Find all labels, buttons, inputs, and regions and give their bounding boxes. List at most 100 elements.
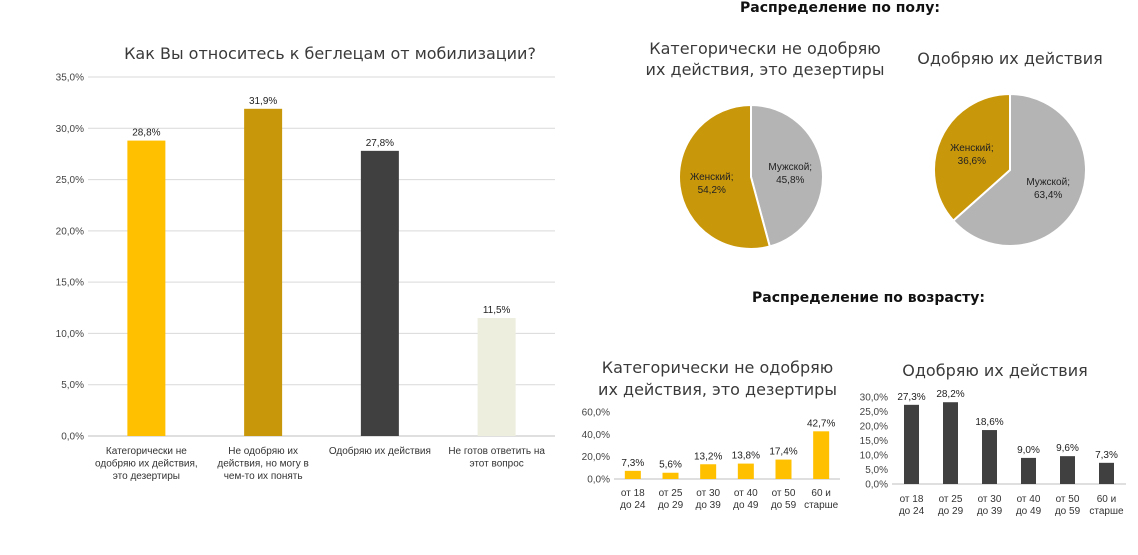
main-chart-category-label-1: одобряю их действия, — [95, 458, 198, 470]
pie1-slice-мужской — [750, 103, 824, 248]
age1-chart-bar-4 — [737, 463, 754, 479]
age2-chart-value-label-2: 28,2% — [936, 389, 964, 400]
main-chart-ytick-label: 20,0% — [56, 226, 84, 237]
age1-chart-bar-3 — [700, 464, 717, 479]
age2-chart-bar-5 — [1060, 456, 1075, 484]
main-chart-bar-3 — [360, 150, 399, 436]
main-chart-ytick-label: 15,0% — [56, 278, 84, 289]
main-chart-ytick-label: 25,0% — [56, 175, 84, 186]
age1-chart-value-label-4: 13,8% — [732, 451, 760, 462]
age2-chart-category-label-4: от 40 — [1017, 494, 1041, 505]
pie1-slice-женский — [678, 103, 772, 250]
age2-chart-category-label-6: старше — [1089, 506, 1124, 517]
pie2-slice-name-label: Женский; — [950, 143, 994, 154]
pie2-title: Одобряю их действия — [900, 49, 1120, 68]
pie1-title: Категорически не одобряю их действия, эт… — [615, 38, 915, 80]
age1-chart-value-label-3: 13,2% — [694, 451, 722, 462]
pie1-slice-value-label: 54,2% — [698, 185, 726, 196]
main-chart-value-label-2: 31,9% — [249, 96, 277, 107]
pie2-slice-value-label: 63,4% — [1034, 190, 1062, 201]
age2-chart-category-label-3: от 30 — [978, 494, 1002, 505]
age1-chart-bar-2 — [662, 472, 679, 479]
age2-chart-category-label-1: от 18 — [900, 494, 924, 505]
main-chart-bar-4 — [477, 318, 516, 436]
gender-section-title: Распределение по полу: — [740, 0, 941, 16]
main-chart-ytick-label: 0,0% — [61, 432, 84, 443]
age2-chart-ytick-label: 10,0% — [860, 451, 888, 462]
age1-chart-bar-5 — [775, 459, 792, 479]
age2-chart-value-label-6: 7,3% — [1095, 450, 1118, 461]
pie2-title-line1: Одобряю их действия — [917, 49, 1103, 68]
age2-chart-bar-2 — [943, 402, 958, 484]
age2-title-line1: Одобряю их действия — [902, 361, 1088, 380]
age1-chart-value-label-5: 17,4% — [769, 447, 797, 458]
age2-chart-category-label-4: до 49 — [1016, 506, 1042, 517]
age1-chart-category-label-2: до 29 — [658, 500, 684, 511]
age2-chart-category-label-1: до 24 — [899, 506, 925, 517]
age2-chart-category-label-6: 60 и — [1097, 494, 1117, 505]
pie1-slice-name-label: Мужской; — [768, 162, 812, 173]
pie1-slice-value-label: 45,8% — [776, 175, 804, 186]
age1-chart-category-label-3: до 39 — [696, 500, 722, 511]
main-chart-category-label-1: Категорически не — [106, 446, 187, 457]
age1-chart-category-label-5: от 50 — [772, 488, 796, 499]
age-section-title: Распределение по возрасту: — [752, 290, 985, 306]
age1-chart-ytick-label: 60,0% — [582, 408, 610, 419]
main-chart-value-label-4: 11,5% — [483, 305, 511, 316]
age1-chart-category-label-6: старше — [804, 500, 839, 511]
main-chart-ytick-label: 10,0% — [56, 329, 84, 340]
age1-chart-category-label-4: от 40 — [734, 488, 758, 499]
age1-chart-category-label-1: от 18 — [621, 488, 645, 499]
age1-chart-category-label-1: до 24 — [620, 500, 646, 511]
age1-chart-ytick-label: 0,0% — [587, 475, 610, 486]
age2-chart-ytick-label: 0,0% — [865, 480, 888, 491]
age2-chart-bar-1 — [904, 404, 919, 484]
age2-chart-ytick-label: 5,0% — [865, 465, 888, 476]
age2-chart-value-label-1: 27,3% — [897, 392, 925, 403]
main-chart-ytick-label: 30,0% — [56, 124, 84, 135]
age2-chart-bar-4 — [1021, 457, 1036, 484]
pie2-slice-мужской — [951, 92, 1087, 247]
age2-chart-bar-6 — [1099, 462, 1114, 484]
main-chart-category-label-4: Не готов ответить на — [448, 446, 545, 457]
age2-chart-category-label-2: до 29 — [938, 506, 964, 517]
main-chart-category-label-2: действия, но могу в — [217, 459, 308, 470]
age2-chart-ytick-label: 15,0% — [860, 436, 888, 447]
age1-chart-category-label-2: от 25 — [659, 488, 683, 499]
age1-chart-ytick-label: 40,0% — [582, 430, 610, 441]
main-chart-value-label-3: 27,8% — [366, 138, 394, 149]
age1-title: Категорически не одобряю их действия, эт… — [585, 357, 850, 401]
age2-chart-category-label-2: от 25 — [939, 494, 963, 505]
age2-chart-value-label-4: 9,0% — [1017, 445, 1040, 456]
age1-chart-category-label-3: от 30 — [696, 488, 720, 499]
age1-chart-value-label-2: 5,6% — [659, 460, 682, 471]
age2-chart-category-label-5: до 59 — [1055, 506, 1081, 517]
age1-chart-category-label-5: до 59 — [771, 500, 797, 511]
age1-chart-ytick-label: 20,0% — [582, 452, 610, 463]
age1-chart-bar-1 — [624, 470, 641, 479]
age2-chart-value-label-5: 9,6% — [1056, 443, 1079, 454]
main-chart-category-label-2: чем-то их понять — [224, 471, 303, 482]
main-chart-title: Как Вы относитесь к беглецам от мобилиза… — [124, 44, 536, 63]
main-chart-bar-2 — [244, 108, 283, 436]
main-chart-bar-1 — [127, 140, 166, 436]
pie2-slice-женский — [933, 92, 1011, 223]
age2-chart-value-label-3: 18,6% — [975, 417, 1003, 428]
pie2-slice-name-label: Мужской; — [1026, 177, 1070, 188]
age1-chart-category-label-4: до 49 — [733, 500, 759, 511]
main-chart-category-label-4: этот вопрос — [469, 459, 523, 470]
age2-chart-ytick-label: 20,0% — [860, 422, 888, 433]
main-chart-category-label-3: Одобряю их действия — [329, 445, 431, 457]
age1-title-line2: их действия, это дезертиры — [598, 380, 837, 399]
pie1-title-line1: Категорически не одобряю — [649, 39, 881, 58]
pie1-title-line2: их действия, это дезертиры — [645, 60, 885, 79]
age2-chart-bar-3 — [982, 430, 997, 484]
main-chart-ytick-label: 5,0% — [61, 380, 84, 391]
age2-chart-category-label-3: до 39 — [977, 506, 1003, 517]
age1-chart-bar-6 — [813, 431, 830, 479]
main-chart-category-label-1: это дезертиры — [113, 471, 180, 482]
main-chart-ytick-label: 35,0% — [56, 73, 84, 84]
age1-chart-value-label-6: 42,7% — [807, 418, 835, 429]
main-chart-value-label-1: 28,8% — [132, 128, 160, 139]
